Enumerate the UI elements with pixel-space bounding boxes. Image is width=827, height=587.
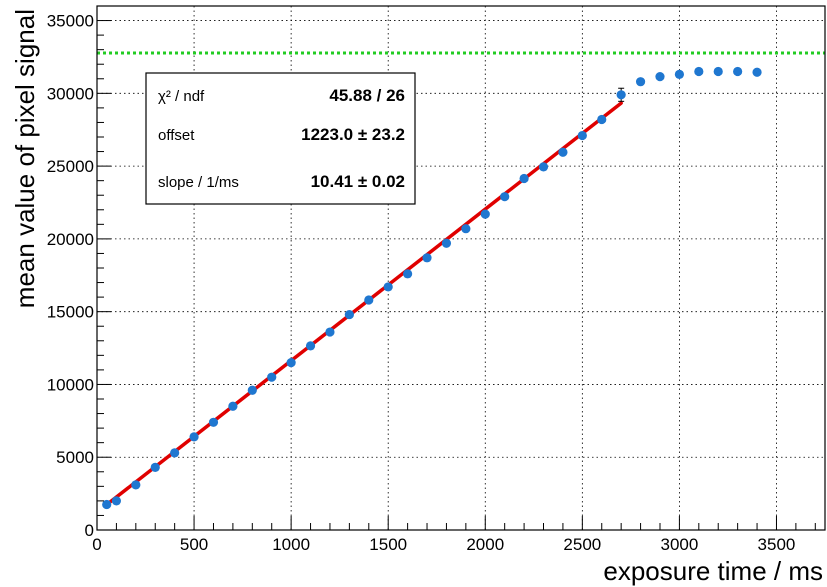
data-point xyxy=(441,238,452,248)
x-tick-label: 2000 xyxy=(466,535,504,554)
x-tick-label: 0 xyxy=(92,535,101,554)
data-point xyxy=(558,147,568,157)
x-tick-label: 3500 xyxy=(758,535,796,554)
stat-value-chi2: 45.88 / 26 xyxy=(329,86,405,105)
data-point xyxy=(325,327,335,337)
stat-value-slope: 10.41 ± 0.02 xyxy=(311,172,405,191)
y-tick-label: 30000 xyxy=(47,84,94,103)
x-tick-label: 3000 xyxy=(660,535,698,554)
data-point xyxy=(733,66,743,77)
data-point xyxy=(208,417,219,427)
x-tick-label: 2500 xyxy=(563,535,601,554)
stat-value-offset: 1223.0 ± 23.2 xyxy=(301,125,405,144)
stat-label-slope: slope / 1/ms xyxy=(158,174,239,191)
data-point xyxy=(461,224,471,234)
x-tick-label: 1500 xyxy=(369,535,407,554)
data-point xyxy=(364,295,374,305)
x-tick-label: 500 xyxy=(180,535,208,554)
y-tick-label: 10000 xyxy=(47,375,94,394)
data-point xyxy=(267,372,277,382)
data-point xyxy=(403,269,413,279)
data-point xyxy=(577,130,587,141)
x-axis-title: exposure time / ms xyxy=(603,556,823,586)
data-point xyxy=(500,192,510,202)
fit-stats-box: χ² / ndf 45.88 / 26 offset 1223.0 ± 23.2… xyxy=(145,72,416,205)
y-axis-title: mean value of pixel signal xyxy=(10,9,40,308)
data-point xyxy=(383,282,393,292)
data-point xyxy=(170,448,180,458)
axis-ticks xyxy=(96,5,816,531)
data-point xyxy=(344,309,354,320)
x-tick-label: 1000 xyxy=(272,535,310,554)
y-tick-label: 5000 xyxy=(56,448,94,467)
y-tick-label: 25000 xyxy=(47,157,94,176)
data-point xyxy=(305,341,316,351)
data-point xyxy=(111,496,122,506)
y-tick-label: 15000 xyxy=(47,303,94,322)
stat-label-offset: offset xyxy=(158,127,195,144)
stat-label-chi2: χ² / ndf xyxy=(158,88,205,105)
data-point xyxy=(286,358,296,368)
data-point xyxy=(752,67,762,77)
data-points xyxy=(102,66,762,510)
data-point xyxy=(694,66,704,77)
y-tick-label: 35000 xyxy=(47,12,94,31)
stats-box-border xyxy=(145,72,416,205)
data-point xyxy=(189,432,199,442)
y-tick-label: 0 xyxy=(85,521,94,540)
data-point xyxy=(150,462,160,473)
data-point xyxy=(480,209,490,219)
data-point xyxy=(674,69,685,80)
data-point xyxy=(616,90,626,100)
data-point xyxy=(597,114,607,125)
tick-labels: 0 500 1000 1500 2000 2500 3000 3500050001000015… xyxy=(47,12,796,554)
data-point xyxy=(422,253,432,263)
data-point xyxy=(247,385,257,395)
data-point xyxy=(635,77,646,87)
data-point xyxy=(131,480,141,490)
data-point xyxy=(713,66,723,77)
data-point xyxy=(228,401,238,411)
y-tick-label: 20000 xyxy=(47,230,94,249)
data-point xyxy=(538,162,549,172)
data-point xyxy=(655,71,665,82)
data-point xyxy=(519,173,529,184)
data-point xyxy=(102,499,112,510)
